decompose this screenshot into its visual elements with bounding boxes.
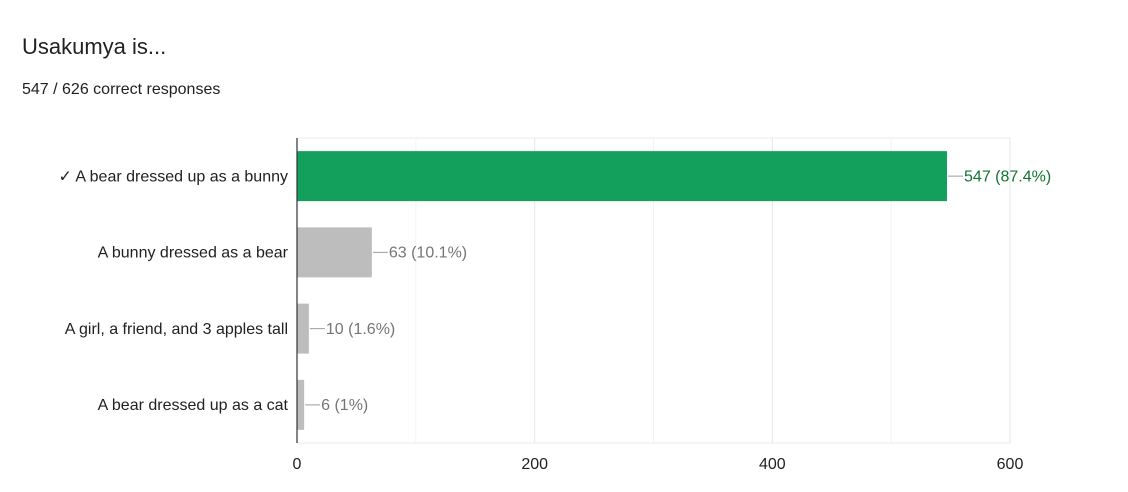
chart-title: Usakumya is... [22, 34, 166, 59]
y-tick-label: ✓ A bear dressed up as a bunny [58, 168, 288, 185]
x-tick-label: 200 [521, 456, 548, 473]
bar [297, 151, 948, 202]
chart-subtitle: 547 / 626 correct responses [22, 81, 220, 98]
y-tick-label: A girl, a friend, and 3 apples tall [65, 321, 288, 338]
x-tick-label: 0 [293, 456, 302, 473]
x-tick-label: 600 [997, 456, 1024, 473]
bar [297, 227, 372, 278]
x-tick-label: 400 [759, 456, 786, 473]
bar [297, 303, 309, 354]
value-label: 63 (10.1%) [389, 245, 467, 262]
y-tick-label: A bunny dressed as a bear [98, 245, 289, 262]
bar [297, 379, 305, 430]
value-label: 547 (87.4%) [964, 168, 1051, 185]
value-label: 10 (1.6%) [326, 321, 395, 338]
value-label: 6 (1%) [321, 397, 368, 414]
y-tick-label: A bear dressed up as a cat [98, 397, 289, 414]
